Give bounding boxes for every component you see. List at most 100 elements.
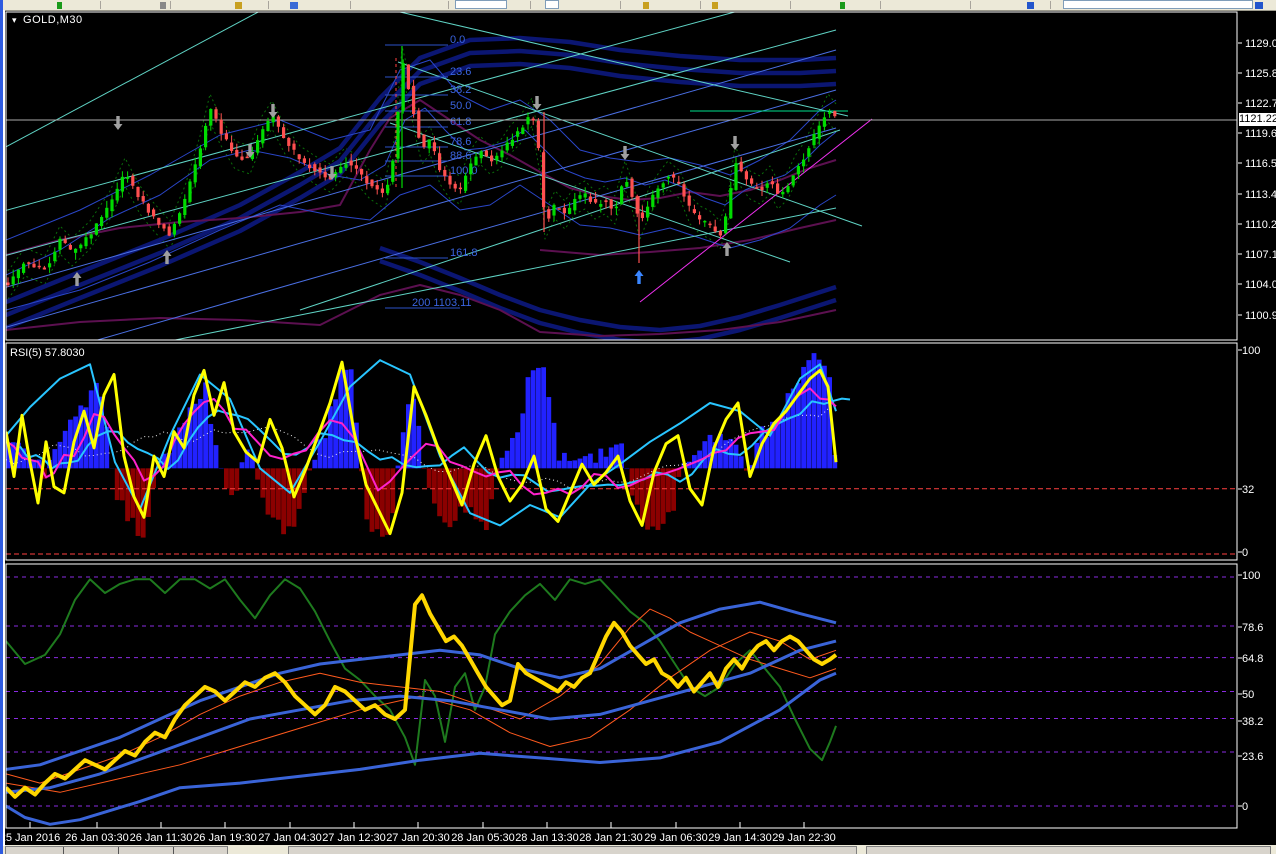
- status-bar-segment: [866, 846, 1271, 854]
- axis-label: 29 Jan 22:30: [772, 832, 836, 844]
- arrow-up-icon: [722, 242, 732, 256]
- toolbar-separator: [790, 1, 791, 9]
- arrow-down-icon: [113, 116, 123, 130]
- arrow-down-icon: [268, 104, 278, 118]
- axis-label: 28 Jan 21:30: [579, 832, 643, 844]
- axis-label: 61.8: [450, 116, 471, 128]
- axis-label: 1125.85: [1245, 68, 1276, 80]
- axis-label: 0.0: [450, 34, 465, 46]
- status-bar-notch: [173, 847, 174, 854]
- axis-label: 27 Jan 20:30: [386, 832, 450, 844]
- axis-label: 0: [1242, 547, 1248, 559]
- toolbar-separator: [100, 1, 101, 9]
- axis-label: 25 Jan 2016: [0, 832, 60, 844]
- toolbar-icon[interactable]: [643, 2, 649, 9]
- toolbar-icon[interactable]: [1027, 2, 1034, 9]
- status-bar-segment: [288, 846, 857, 854]
- axis-label: 28 Jan 13:30: [515, 832, 579, 844]
- axis-label: 78.6: [1242, 622, 1263, 634]
- axis-label: 1110.25: [1245, 219, 1276, 231]
- arrow-up-icon: [162, 250, 172, 264]
- axis-label: 27 Jan 12:30: [322, 832, 386, 844]
- axis-label: 1119.65: [1245, 128, 1276, 140]
- axis-label: 100: [1242, 570, 1260, 582]
- axis-label: 1113.40: [1245, 189, 1276, 201]
- axis-label: 1122.75: [1245, 98, 1276, 110]
- axis-label: 78.6: [450, 136, 471, 148]
- axis-label: 50.0: [450, 100, 471, 112]
- signal-arrows-layer: [72, 96, 740, 286]
- window-left-edge: [3, 10, 5, 846]
- axis-label: 100.0: [450, 165, 478, 177]
- time-axis[interactable]: 25 Jan 2016 26 Jan 03:30 26 Jan 11:30 26 Ja…: [0, 822, 836, 844]
- axis-label: 38.2: [1242, 716, 1263, 728]
- oscillator-panel: [6, 576, 1237, 826]
- panel-frames: [5, 11, 1238, 829]
- toolbar-icon[interactable]: [160, 2, 166, 9]
- toolbar-icon[interactable]: [235, 2, 242, 9]
- toolbar-input[interactable]: [545, 0, 559, 9]
- toolbar-strip[interactable]: [0, 0, 1276, 11]
- axis-label: 1100.90: [1245, 310, 1276, 322]
- current-price-badge: 1121.22: [1239, 113, 1276, 126]
- axis-label: 161.8: [450, 247, 478, 259]
- toolbar-input[interactable]: [455, 0, 507, 9]
- toolbar-icon[interactable]: [1255, 2, 1263, 9]
- toolbar-icon[interactable]: [290, 2, 298, 9]
- toolbar-separator: [620, 1, 621, 9]
- symbol-text: GOLD,M30: [23, 14, 83, 26]
- axis-label: 26 Jan 11:30: [130, 832, 193, 844]
- axis-label: 29 Jan 14:30: [708, 832, 772, 844]
- toolbar-input[interactable]: [1063, 0, 1253, 9]
- candles-layer: [6, 46, 837, 288]
- axis-label: 1107.15: [1245, 249, 1276, 261]
- toolbar-separator: [530, 1, 531, 9]
- axis-label: 27 Jan 04:30: [258, 832, 322, 844]
- toolbar-icon[interactable]: [57, 2, 62, 9]
- window-left-border-icon: [0, 0, 3, 854]
- axis-label: 0: [1242, 801, 1248, 813]
- axis-label: 1104.05: [1245, 279, 1276, 291]
- axis-label: 64.8: [1242, 653, 1263, 665]
- axis-label: 23.6: [1242, 751, 1263, 763]
- axis-label: 38.2: [450, 84, 471, 96]
- arrow-down-icon: [730, 136, 740, 150]
- fibonacci-layer: 0.0 23.6 38.2 50.0 61.8 78.6 88.6 100.0 161.8 200…: [385, 34, 478, 309]
- status-bar-segment: [5, 846, 228, 854]
- arrow-down-icon: [532, 96, 542, 110]
- axis-label: 32: [1242, 484, 1254, 496]
- status-bar-notch: [118, 847, 119, 854]
- trend-lines-layer: [6, 12, 873, 340]
- arrow-up-icon: [72, 272, 82, 286]
- toolbar-separator: [268, 1, 269, 9]
- axis-label: 100: [1242, 345, 1260, 357]
- axis-label: 1116.50: [1245, 158, 1276, 170]
- toolbar-icon[interactable]: [712, 2, 718, 9]
- rsi-value-label: RSI(5) 57.8030: [10, 347, 85, 359]
- arrow-down-icon: [245, 144, 255, 158]
- axis-label: 200 1103.11: [412, 297, 472, 309]
- axis-label: 26 Jan 19:30: [193, 832, 257, 844]
- toolbar-separator: [350, 1, 351, 9]
- arrow-down-icon: [327, 166, 337, 180]
- toolbar-separator: [170, 1, 171, 9]
- toolbar-separator: [1050, 1, 1051, 9]
- axis-label: 1129.00: [1245, 38, 1276, 50]
- toolbar-separator: [448, 1, 449, 9]
- arrow-down-icon: [620, 146, 630, 160]
- price-axis[interactable]: 1129.00 1125.85 1122.75 1119.65 1116.50 1113.…: [1238, 38, 1276, 813]
- axis-label: 26 Jan 03:30: [65, 832, 129, 844]
- toolbar-icon[interactable]: [840, 2, 845, 9]
- axis-label: 23.6: [450, 66, 471, 78]
- axis-label: 29 Jan 06:30: [644, 832, 708, 844]
- status-bar: [0, 845, 1276, 854]
- chevron-down-icon[interactable]: ▾: [12, 15, 18, 25]
- arrow-up-icon: [634, 270, 644, 284]
- axis-label: 28 Jan 05:30: [451, 832, 515, 844]
- toolbar-separator: [880, 1, 881, 9]
- axis-label: 88.6: [450, 150, 471, 162]
- symbol-label[interactable]: ▾ GOLD,M30: [12, 14, 83, 26]
- axis-label: 50: [1242, 689, 1254, 701]
